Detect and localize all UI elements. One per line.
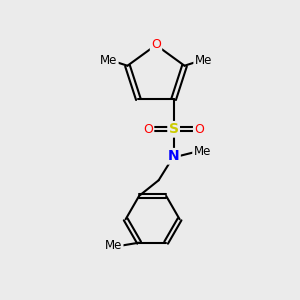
Text: Me: Me xyxy=(100,54,118,67)
Text: Me: Me xyxy=(194,54,212,67)
Text: O: O xyxy=(151,38,161,52)
Text: Me: Me xyxy=(105,239,122,252)
Text: O: O xyxy=(143,123,153,136)
Text: N: N xyxy=(168,149,179,163)
Text: S: S xyxy=(169,122,178,136)
Text: O: O xyxy=(194,123,204,136)
Text: Me: Me xyxy=(194,145,211,158)
